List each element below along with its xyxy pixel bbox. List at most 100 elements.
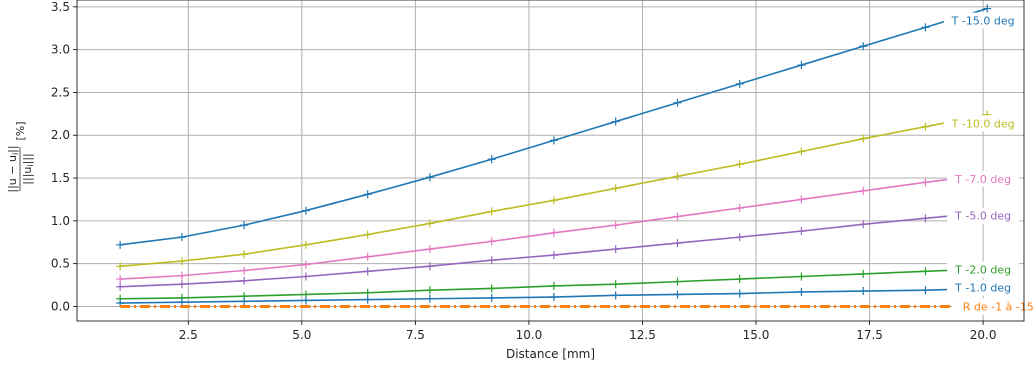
- series-label: T -7.0 deg: [954, 173, 1011, 186]
- series-label-background: [947, 207, 1020, 224]
- data-point: [487, 293, 496, 302]
- x-axis-ticks: 2.5 5.0 7.5 10.0 12.5 15.0 17.5 20.0: [179, 321, 997, 342]
- data-point: [797, 195, 806, 204]
- data-point: [673, 98, 682, 107]
- y-tick-label: 3.5: [51, 0, 70, 14]
- data-point: [177, 280, 186, 289]
- data-point: [611, 117, 620, 126]
- data-point: [363, 288, 372, 297]
- data-point: [301, 296, 310, 305]
- data-point: [487, 284, 496, 293]
- x-axis-label: Distance [mm]: [506, 347, 595, 361]
- data-point: [797, 287, 806, 296]
- data-point: [301, 260, 310, 269]
- data-point: [425, 219, 434, 228]
- x-tick-label: 15.0: [743, 328, 770, 342]
- x-tick-label: 5.0: [292, 328, 311, 342]
- series-label: T -15.0 deg: [951, 15, 1015, 28]
- axes-frame: [76, 0, 1025, 322]
- series-t-7-0-deg: [116, 170, 992, 284]
- data-point: [735, 160, 744, 169]
- data-point: [549, 251, 558, 260]
- data-point: [921, 214, 930, 223]
- x-tick-label: 7.5: [406, 328, 425, 342]
- data-point: [797, 272, 806, 281]
- data-point: [611, 184, 620, 193]
- data-point: [116, 275, 125, 284]
- data-point: [673, 172, 682, 181]
- data-point: [921, 122, 930, 131]
- series-label: T -1.0 deg: [954, 282, 1011, 295]
- x-tick-label: 10.0: [516, 328, 543, 342]
- x-tick-label: 17.5: [856, 328, 883, 342]
- data-point: [611, 245, 620, 254]
- series-t-15-0-deg: [116, 4, 992, 249]
- y-axis-label-numerator: ||u − ui||: [6, 145, 20, 192]
- grid: [77, 0, 1024, 321]
- series-t-10-0-deg: [116, 110, 992, 271]
- data-point: [240, 250, 249, 259]
- data-point: [116, 282, 125, 291]
- data-point: [921, 286, 930, 295]
- data-point: [921, 267, 930, 276]
- data-point: [301, 206, 310, 215]
- data-point: [735, 289, 744, 298]
- data-point: [611, 221, 620, 230]
- data-point: [735, 79, 744, 88]
- data-point: [425, 294, 434, 303]
- y-axis-label-denominator: |||ui|||: [21, 153, 35, 184]
- y-tick-label: 1.5: [51, 171, 70, 185]
- y-tick-label: 1.0: [51, 214, 70, 228]
- data-point: [301, 272, 310, 281]
- data-point: [425, 173, 434, 182]
- data-point: [735, 275, 744, 284]
- data-point: [425, 286, 434, 295]
- data-point: [611, 291, 620, 300]
- data-point: [797, 227, 806, 236]
- data-point: [859, 269, 868, 278]
- data-point: [425, 262, 434, 271]
- data-point: [549, 136, 558, 145]
- x-tick-label: 12.5: [629, 328, 656, 342]
- data-point: [549, 281, 558, 290]
- series-label-background: [947, 279, 1020, 296]
- data-point: [859, 220, 868, 229]
- data-point: [363, 267, 372, 276]
- data-point: [240, 266, 249, 275]
- series-label: T -10.0 deg: [951, 117, 1015, 130]
- data-point: [177, 298, 186, 307]
- data-point: [549, 196, 558, 205]
- data-point: [797, 61, 806, 70]
- data-point: [859, 186, 868, 195]
- data-point: [363, 295, 372, 304]
- y-tick-label: 2.5: [51, 85, 70, 99]
- data-point: [983, 4, 992, 13]
- data-point: [487, 207, 496, 216]
- data-point: [921, 178, 930, 187]
- series-label: R de -1 à -15 deg: [963, 300, 1035, 313]
- data-point: [859, 134, 868, 143]
- data-point: [240, 276, 249, 285]
- series-label-background: [947, 170, 1020, 187]
- data-point: [549, 293, 558, 302]
- y-axis-label-unit: [%]: [14, 121, 27, 140]
- data-point: [673, 239, 682, 248]
- data-point: [735, 233, 744, 242]
- data-point: [240, 297, 249, 306]
- series-line: [120, 7, 988, 246]
- series-label: T -5.0 deg: [954, 210, 1011, 223]
- y-tick-label: 2.0: [51, 128, 70, 142]
- x-tick-label: 20.0: [970, 328, 997, 342]
- data-point: [425, 245, 434, 254]
- data-point: [921, 23, 930, 32]
- data-point: [487, 237, 496, 246]
- data-point: [487, 256, 496, 265]
- data-point: [549, 228, 558, 237]
- data-point: [673, 290, 682, 299]
- data-point: [363, 230, 372, 239]
- y-axis-label: ||u − ui|| |||ui||| [%]: [6, 121, 35, 192]
- series-labels: T -15.0 deg T -10.0 deg T -7.0 deg T -5.0 d…: [943, 12, 1035, 315]
- data-point: [735, 204, 744, 213]
- series-label: T -2.0 deg: [954, 264, 1011, 277]
- series-layer: [116, 4, 992, 308]
